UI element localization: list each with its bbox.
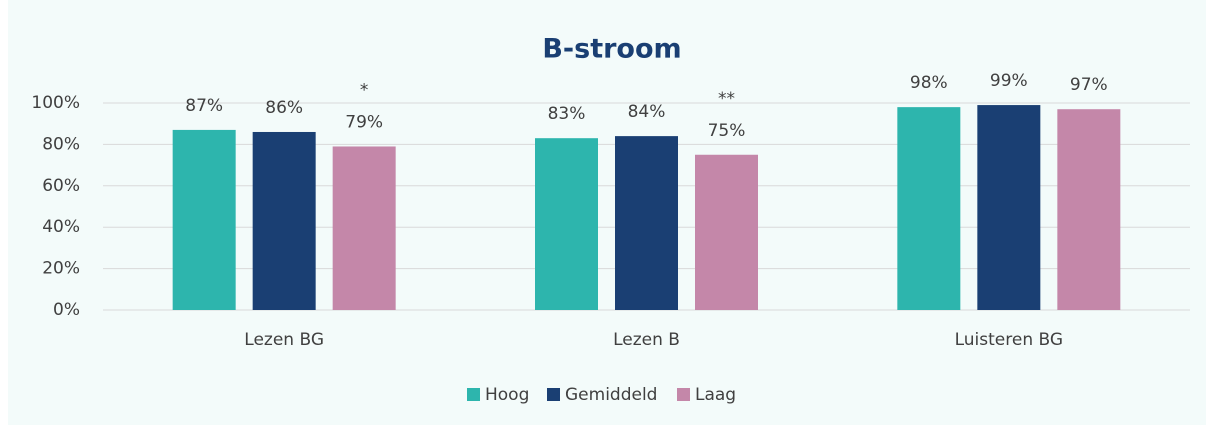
legend-label: Hoog	[485, 385, 529, 405]
value-label: 87%	[185, 96, 223, 116]
bar	[897, 107, 961, 310]
legend-swatch	[677, 388, 690, 401]
bar	[252, 131, 316, 310]
x-tick-label: Luisteren BG	[955, 330, 1063, 350]
bar	[1057, 109, 1121, 311]
y-tick-label: 60%	[42, 176, 80, 196]
y-tick-label: 20%	[42, 259, 80, 279]
y-tick-label: 80%	[42, 134, 80, 154]
chart-title: B-stroom	[542, 34, 681, 65]
value-label: 75%	[708, 121, 746, 141]
value-label: 83%	[548, 104, 586, 124]
bar	[615, 136, 678, 310]
bar	[332, 146, 396, 310]
legend-swatch	[547, 388, 560, 401]
y-tick-label: 0%	[53, 300, 80, 320]
legend-swatch	[467, 388, 480, 401]
value-label: 99%	[990, 71, 1028, 91]
bar	[695, 154, 758, 310]
annotation: **	[718, 89, 735, 109]
bar	[977, 105, 1041, 310]
bar	[535, 138, 598, 310]
legend-label: Laag	[695, 385, 736, 405]
value-label: 84%	[628, 102, 666, 122]
annotation: *	[360, 80, 369, 100]
y-tick-label: 40%	[42, 217, 80, 237]
x-tick-label: Lezen B	[613, 330, 680, 350]
y-tick-label: 100%	[31, 93, 80, 113]
value-label: 97%	[1070, 75, 1108, 95]
bar	[172, 129, 236, 310]
x-tick-label: Lezen BG	[244, 330, 324, 350]
value-label: 98%	[910, 73, 948, 93]
value-label: 79%	[345, 112, 383, 132]
legend-label: Gemiddeld	[565, 385, 657, 405]
value-label: 86%	[265, 98, 303, 118]
